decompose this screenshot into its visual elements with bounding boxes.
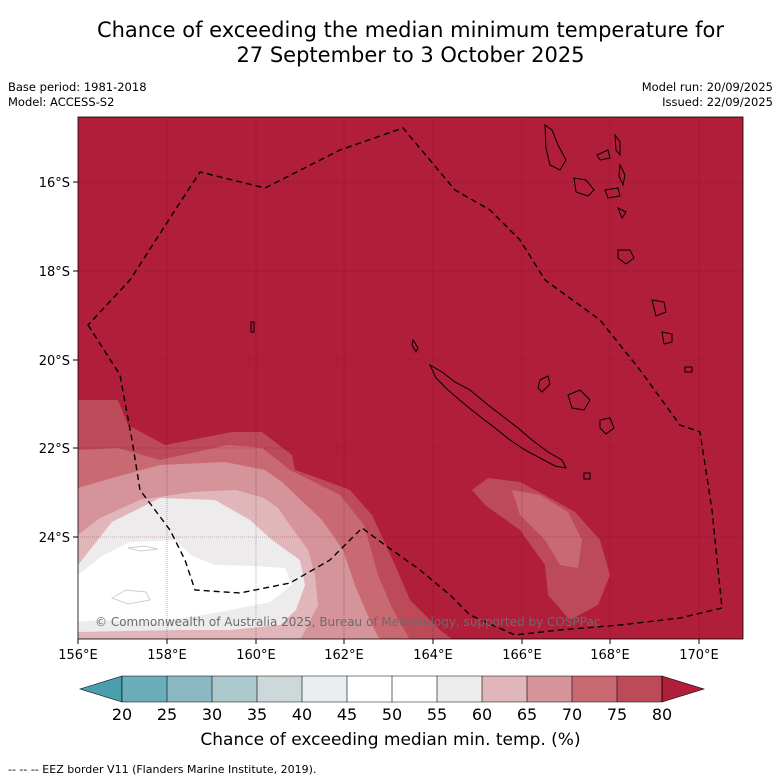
lon-label-164e: 164°E <box>413 648 453 663</box>
isle-of-pines <box>583 472 591 480</box>
colorbar-bin-30-35 <box>212 676 257 702</box>
lon-label-156e: 156°E <box>58 648 98 663</box>
colorbar-tick-75: 75 <box>607 705 627 724</box>
title-line-1: Chance of exceeding the median minimum t… <box>96 18 725 42</box>
issued-date: Issued: 22/09/2025 <box>662 95 773 109</box>
probability-blob-east-75-80 <box>472 478 610 620</box>
vanuatu-erromango <box>651 299 667 317</box>
vanuatu-malakula <box>573 177 595 197</box>
colorbar-separators <box>121 675 663 703</box>
title-line-2: 27 September to 3 October 2025 <box>236 43 585 67</box>
colorbar-bin-50-55 <box>392 676 437 702</box>
loyalty-island-mare <box>599 417 615 435</box>
lat-label-18s: 18°S <box>39 265 70 280</box>
colorbar-tick-70: 70 <box>562 705 582 724</box>
lon-axis: 156°E 158°E 160°E 162°E 164°E 166°E 168°… <box>58 639 719 663</box>
lat-label-20s: 20°S <box>39 354 70 369</box>
colorbar-tick-45: 45 <box>337 705 357 724</box>
colorbar-bin-40-45 <box>302 676 347 702</box>
lon-label-162e: 162°E <box>324 648 364 663</box>
colorbar-bin-75-80 <box>617 676 662 702</box>
colorbar-under-arrow <box>78 675 123 703</box>
lat-label-24s: 24°S <box>39 531 70 546</box>
lat-label-22s: 22°S <box>39 442 70 457</box>
lon-label-160e: 160°E <box>236 648 276 663</box>
colorbar-bin-25-30 <box>167 676 212 702</box>
new-caledonia-island <box>428 363 567 469</box>
colorbar: 20 25 30 35 40 45 50 55 60 65 70 75 80 <box>78 675 706 724</box>
colorbar-tick-20: 20 <box>112 705 132 724</box>
lon-label-168e: 168°E <box>590 648 630 663</box>
meta-left: Base period: 1981-2018 Model: ACCESS-S2 <box>8 80 147 110</box>
probability-contour-small-2 <box>110 589 151 605</box>
lon-label-166e: 166°E <box>502 648 542 663</box>
lat-label-16s: 16°S <box>39 176 70 191</box>
colorbar-tick-60: 60 <box>472 705 492 724</box>
eez-legend: -- -- -- EEZ border V11 (Flanders Marine… <box>8 763 317 776</box>
vanuatu-espiritu-santo <box>544 123 567 171</box>
vanuatu-tanna <box>661 331 673 345</box>
probability-blob-east-70-75 <box>512 490 582 568</box>
eez-border <box>87 127 723 636</box>
vanuatu-ambrym <box>604 187 621 199</box>
vanuatu-pentecost <box>618 163 626 187</box>
vanuatu-maewo <box>614 133 621 157</box>
colorbar-bin-60-65 <box>482 676 527 702</box>
lat-axis: 16°S 18°S 20°S 22°S 24°S <box>39 176 78 546</box>
colorbar-bin-65-70 <box>527 676 572 702</box>
colorbar-tick-25: 25 <box>157 705 177 724</box>
colorbar-label: Chance of exceeding median min. temp. (%… <box>200 730 581 750</box>
base-period: Base period: 1981-2018 <box>8 80 147 94</box>
map-area: © Commonwealth of Australia 2025, Bureau… <box>78 117 743 639</box>
map-frame <box>77 116 744 640</box>
colorbar-bin-35-40 <box>257 676 302 702</box>
vanuatu-efate <box>617 249 635 265</box>
colorbar-tick-50: 50 <box>382 705 402 724</box>
colorbar-tick-40: 40 <box>292 705 312 724</box>
colorbar-bin-45-50 <box>347 676 392 702</box>
small-islet-west <box>250 321 255 333</box>
colorbar-tick-30: 30 <box>202 705 222 724</box>
colorbar-tick-65: 65 <box>517 705 537 724</box>
colorbar-bin-20-25 <box>122 676 167 702</box>
meta-right: Model run: 20/09/2025 Issued: 22/09/2025 <box>642 80 773 110</box>
probability-contour-small <box>127 545 159 552</box>
copyright-text: © Commonwealth of Australia 2025, Bureau… <box>95 615 600 629</box>
vanuatu-epi <box>617 206 627 220</box>
lon-label-170e: 170°E <box>679 648 719 663</box>
vanuatu-aneityum <box>684 366 693 373</box>
probability-band-50-55 <box>78 540 292 622</box>
model-name: Model: ACCESS-S2 <box>8 95 115 109</box>
colorbar-tick-35: 35 <box>247 705 267 724</box>
model-run: Model run: 20/09/2025 <box>641 80 773 94</box>
colorbar-bin-55-60 <box>437 676 482 702</box>
colorbar-over-arrow <box>661 675 706 703</box>
loyalty-island-ouvea <box>537 375 551 393</box>
northern-islet <box>411 338 419 354</box>
colorbar-bin-70-75 <box>572 676 617 702</box>
loyalty-island-lifou <box>567 389 591 411</box>
chart-title: Chance of exceeding the median minimum t… <box>0 18 781 68</box>
lon-label-158e: 158°E <box>147 648 187 663</box>
colorbar-tick-55: 55 <box>427 705 447 724</box>
gridlines <box>78 117 743 639</box>
vanuatu-malo <box>596 149 611 161</box>
colorbar-tick-80: 80 <box>652 705 672 724</box>
